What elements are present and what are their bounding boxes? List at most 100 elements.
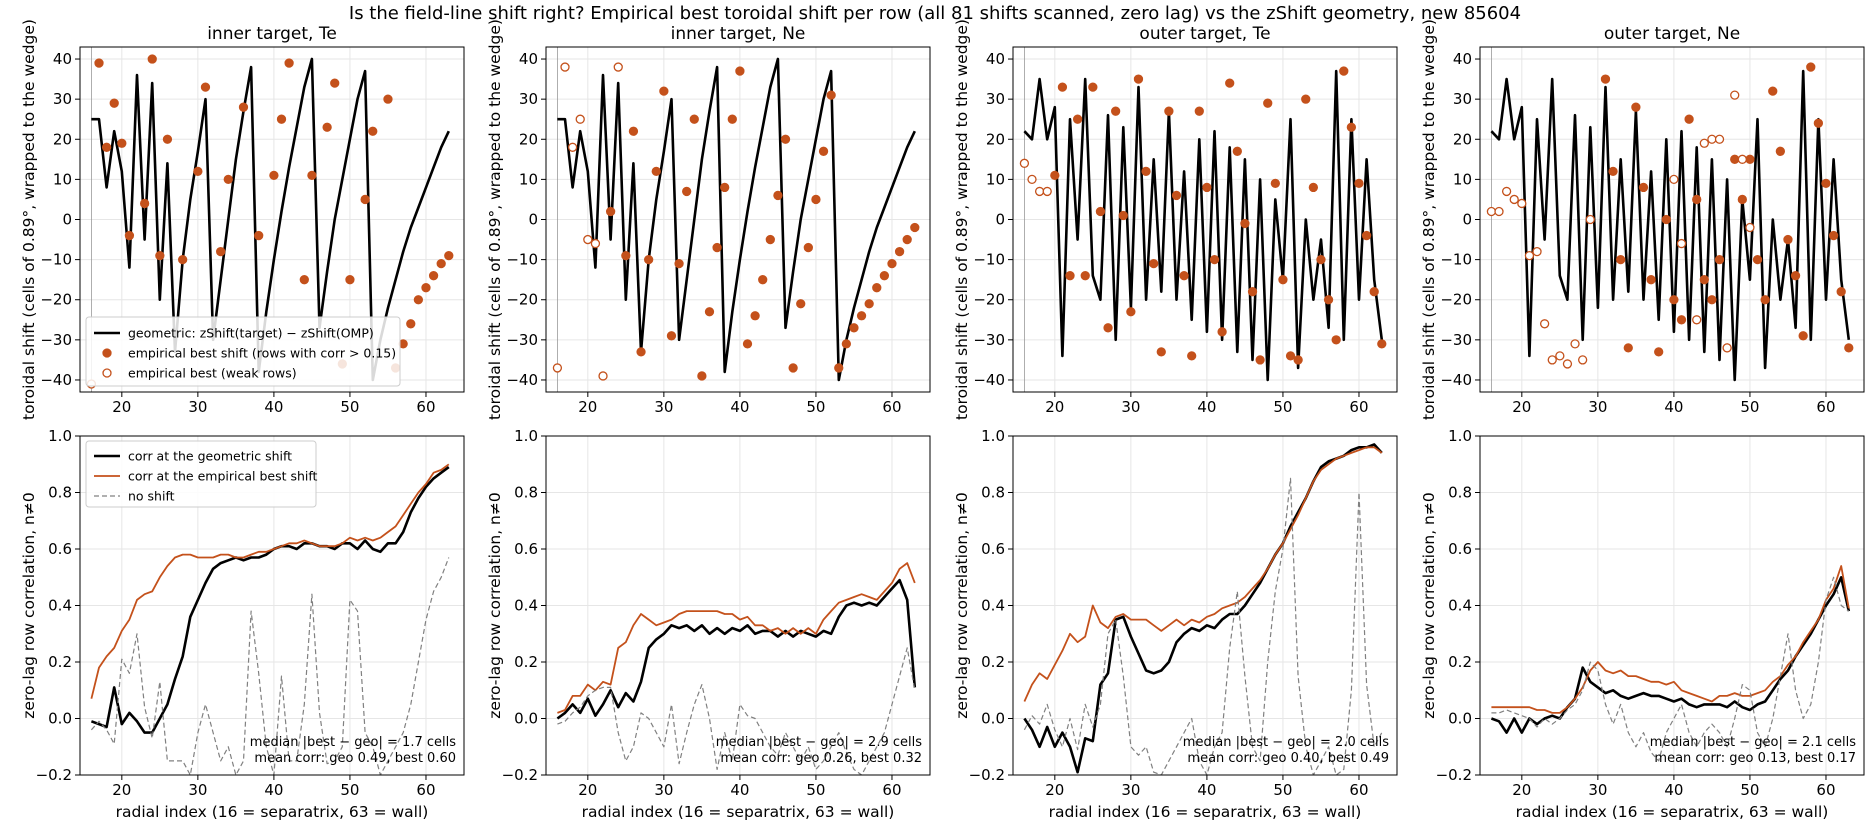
legend: corr at the geometric shift corr at the e… [85, 440, 318, 508]
weak-row-point [1737, 154, 1747, 164]
empirical-best-point [1661, 214, 1671, 225]
panel-title: outer target, Ne [1604, 24, 1740, 44]
empirical-best-point [742, 339, 753, 349]
empirical-best-point [1354, 178, 1364, 189]
y-axis-label: toroidal shift (cells of 0.89°, wrapped … [486, 19, 504, 420]
stats-annotation: mean corr: geo 0.40, best 0.49 [1187, 751, 1389, 766]
empirical-best-point [1050, 170, 1060, 181]
legend-frame [85, 316, 401, 387]
x-tick-label: 30 [654, 398, 673, 416]
best-corr-line [1491, 565, 1850, 714]
empirical-best-point [1654, 347, 1664, 357]
empirical-best-point [1361, 230, 1372, 241]
x-axis-label: radial index (16 = separatrix, 63 = wall… [116, 803, 429, 821]
axes-frame [79, 46, 465, 393]
y-tick-label: 20 [53, 130, 72, 148]
y-tick-label: 20 [1453, 130, 1472, 148]
y-tick-label: 0 [1462, 211, 1472, 229]
empirical-best-point [758, 275, 768, 285]
empirical-best-point [117, 138, 127, 148]
empirical-best-point [1232, 146, 1242, 156]
weak-row-point [1676, 238, 1687, 249]
empirical-best-point [720, 182, 730, 193]
y-tick-label: −0.2 [1436, 766, 1472, 784]
panel-corr-2: 20 30 40 50 60 −0.2 0.0 0.2 0.4 0.6 0.8 1.0 zero-lag… [486, 427, 931, 821]
weak-row-point [1547, 355, 1557, 365]
empirical-best-point [1141, 166, 1151, 177]
x-tick-label: 50 [806, 781, 825, 799]
empirical-best-point [276, 114, 287, 124]
y-tick-label: 0.2 [981, 653, 1005, 671]
empirical-best-point [1699, 275, 1709, 285]
empirical-best-point [628, 126, 639, 136]
y-tick-label: 40 [986, 50, 1005, 68]
legend-entry: empirical best shift (rows with corr > 0… [128, 346, 396, 361]
empirical-best-point [1821, 178, 1831, 189]
empirical-best-point [155, 250, 165, 261]
empirical-best-point [1072, 114, 1083, 124]
x-tick-label: 60 [1349, 398, 1368, 416]
y-tick-label: 30 [519, 90, 538, 108]
empirical-best-point [750, 311, 760, 321]
empirical-best-point [1331, 335, 1341, 345]
x-tick-label: 60 [1816, 398, 1835, 416]
empirical-best-point [872, 283, 882, 293]
stats-annotation: median |best − geo| = 1.7 cells [250, 735, 456, 750]
weak-row-point [1494, 206, 1504, 217]
empirical-best-point [1844, 343, 1854, 353]
y-tick-label: 0.4 [981, 597, 1005, 615]
empirical-best-point [1631, 102, 1641, 112]
empirical-best-point [1737, 194, 1747, 205]
empirical-best-point [216, 246, 226, 257]
empirical-best-point [644, 254, 654, 265]
y-axis-label: toroidal shift (cells of 0.89°, wrapped … [20, 19, 38, 420]
empirical-best-point [1111, 106, 1121, 116]
x-axis-label: radial index (16 = separatrix, 63 = wall… [1049, 803, 1362, 821]
y-tick-label: 1.0 [514, 427, 538, 445]
x-tick-label: 20 [578, 781, 597, 799]
empirical-best-point [1263, 98, 1273, 108]
empirical-best-point [1616, 254, 1626, 265]
empirical-best-point [765, 234, 775, 245]
legend-entry: geometric: zShift(target) − zShift(OMP) [128, 326, 374, 341]
empirical-best-point [421, 283, 431, 293]
y-tick-label: 10 [1453, 170, 1472, 188]
empirical-best-point [1707, 295, 1717, 305]
empirical-best-point [1149, 258, 1159, 269]
y-axis-label: zero-lag row correlation, n≠0 [953, 492, 971, 718]
weak-row-point [1669, 174, 1679, 185]
geo-corr-line [1023, 443, 1383, 774]
x-tick-label: 20 [112, 398, 131, 416]
axes-frame [1012, 46, 1398, 393]
y-tick-label: 10 [53, 170, 72, 188]
empirical-best-point [1126, 307, 1136, 317]
x-tick-label: 30 [1121, 781, 1140, 799]
geometric-shift-line [557, 57, 916, 382]
noshift-corr-line [1023, 477, 1383, 775]
x-tick-label: 60 [416, 398, 435, 416]
weak-row-point [1509, 194, 1519, 205]
panel-corr-4: 20 30 40 50 60 −0.2 0.0 0.2 0.4 0.6 0.8 1.0 zero-lag… [1420, 427, 1865, 821]
geometric-shift-line [1490, 69, 1851, 382]
y-tick-label: −0.2 [969, 766, 1005, 784]
weak-row-point [1019, 158, 1030, 168]
empirical-best-point [894, 246, 905, 257]
empirical-best-point [193, 166, 203, 177]
x-tick-label: 40 [264, 781, 283, 799]
empirical-best-point [1065, 271, 1075, 281]
x-tick-label: 50 [1273, 398, 1292, 416]
x-tick-label: 40 [730, 398, 749, 416]
stats-annotation: mean corr: geo 0.13, best 0.17 [1654, 751, 1856, 766]
x-tick-label: 50 [1273, 781, 1292, 799]
empirical-best-point [682, 186, 692, 197]
noshift-corr-line [557, 647, 916, 775]
weak-row-point [1501, 186, 1512, 197]
y-tick-label: 30 [53, 90, 72, 108]
x-tick-label: 30 [1588, 781, 1607, 799]
empirical-best-point [1745, 154, 1755, 164]
x-tick-label: 40 [264, 398, 283, 416]
weak-row-point [1486, 206, 1497, 217]
empirical-best-point [605, 206, 616, 217]
y-tick-label: 1.0 [48, 427, 72, 445]
